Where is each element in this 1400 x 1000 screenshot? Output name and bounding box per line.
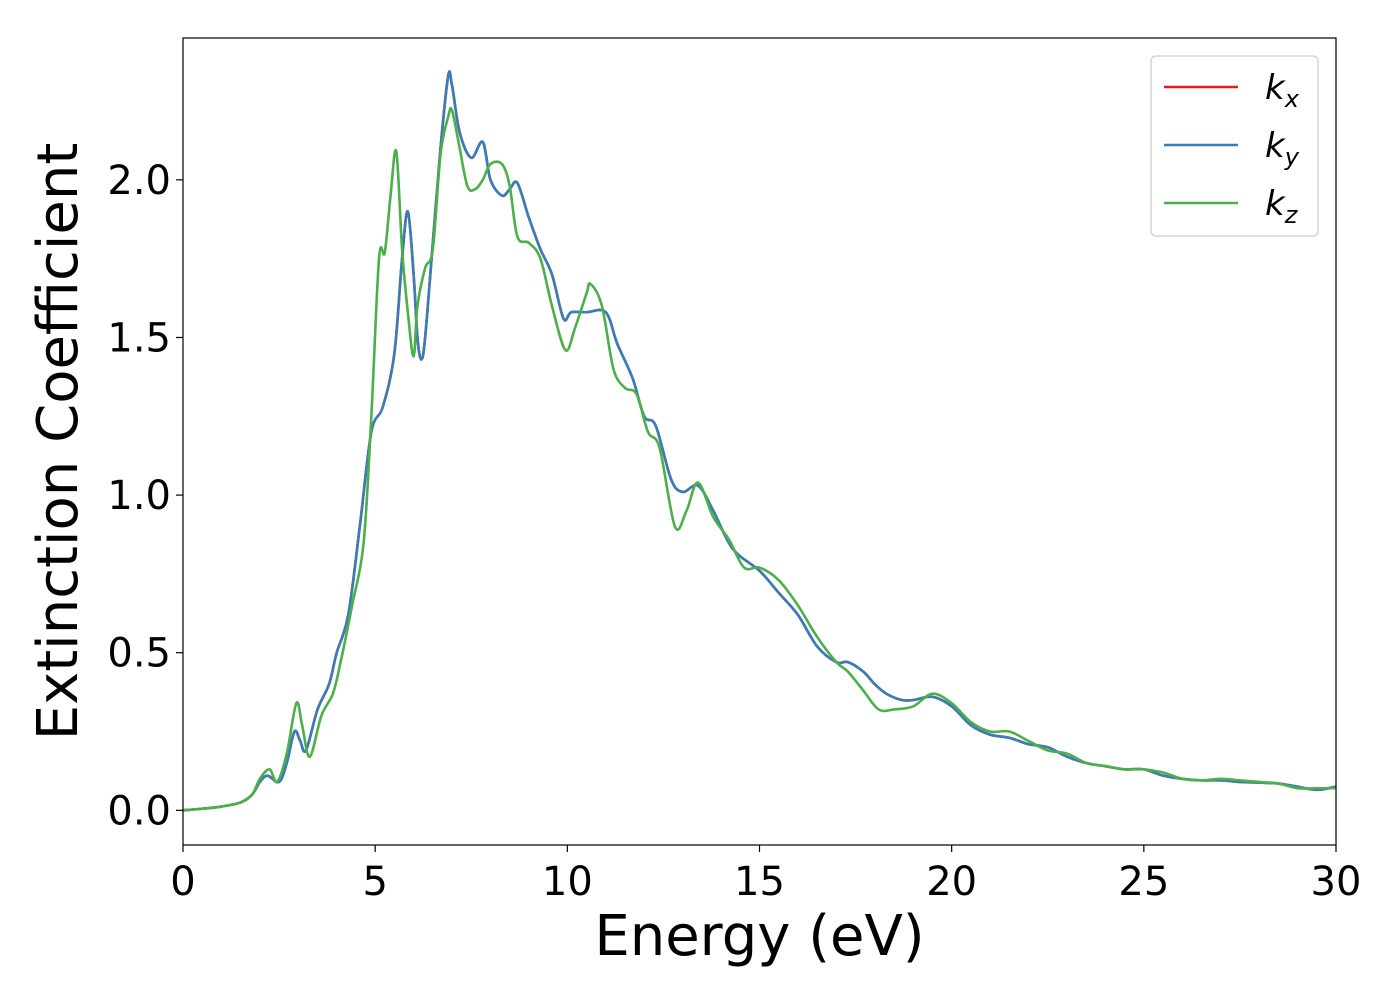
y-tick-label: 0.5 <box>107 631 171 677</box>
x-tick-label: 5 <box>362 859 387 905</box>
series-line-ky <box>183 70 1336 812</box>
y-tick-label: 0.0 <box>107 788 171 834</box>
legend-label-kz: kz <box>1265 184 1299 229</box>
tick-layer: 0 5 10 15 20 25 30 0.0 0.5 1.0 1.5 2.0 <box>107 158 1361 905</box>
y-axis-label: Extinction Coefficient <box>26 143 91 741</box>
x-tick-label: 20 <box>926 859 977 905</box>
plot-frame <box>182 37 1337 846</box>
series-line-kz <box>183 106 1336 812</box>
x-tick-label: 10 <box>542 859 593 905</box>
x-tick-label: 15 <box>734 859 785 905</box>
legend-label-kx: kx <box>1265 68 1300 113</box>
x-axis-label: Energy (eV) <box>594 904 924 969</box>
x-tick-label: 30 <box>1311 859 1362 905</box>
y-tick-label: 1.5 <box>107 315 171 361</box>
series-layer <box>183 70 1336 812</box>
legend-label-ky: ky <box>1265 126 1300 171</box>
legend: kx ky kz <box>1150 55 1319 237</box>
y-tick-label: 1.0 <box>107 473 171 519</box>
y-tick-label: 2.0 <box>107 158 171 204</box>
x-tick-label: 25 <box>1118 859 1169 905</box>
x-tick-label: 0 <box>170 859 195 905</box>
